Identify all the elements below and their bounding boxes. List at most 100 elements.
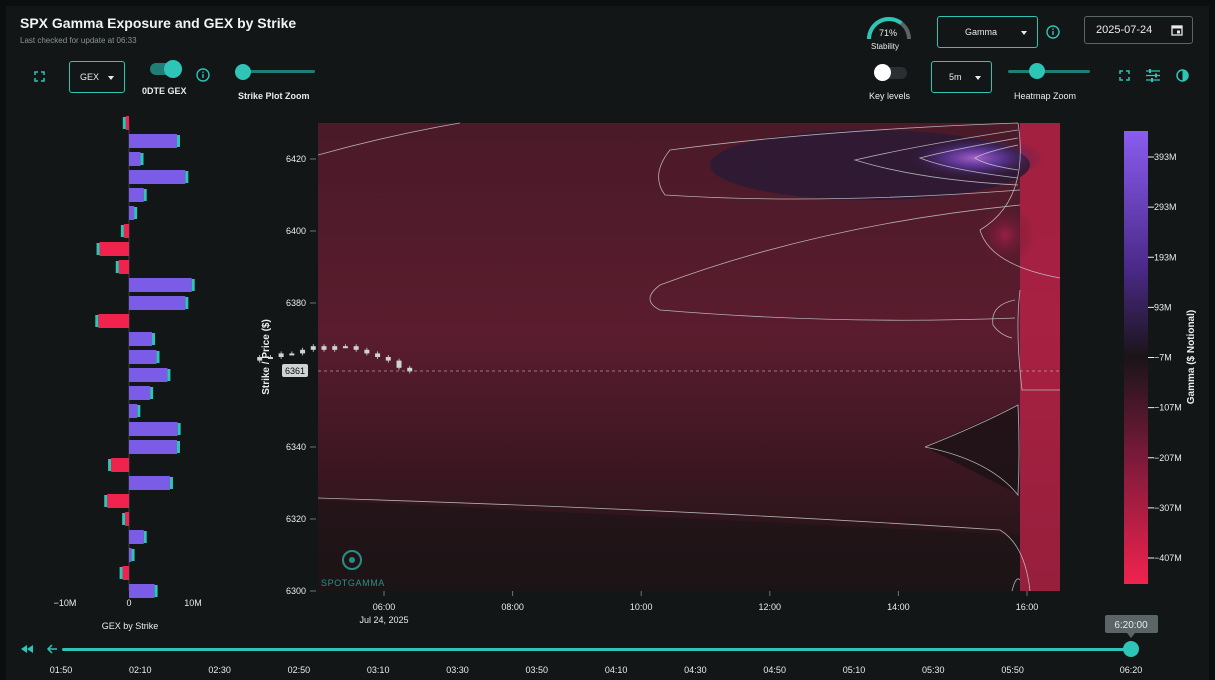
gex-bar-0dte-marker — [167, 369, 171, 381]
gex-bar — [129, 332, 153, 346]
y-tick-label: 6420 — [286, 154, 306, 164]
timeline-label: 04:30 — [684, 665, 707, 675]
y-tick-label: 6340 — [286, 442, 306, 452]
interval-select[interactable]: 5m — [931, 61, 992, 93]
contour-line — [853, 129, 1019, 186]
heatmap[interactable] — [318, 123, 1060, 591]
timeline-current-label: 6:20:00 — [1114, 620, 1148, 631]
gex-bar-0dte-marker — [185, 171, 189, 183]
heatmap-y-axis-title: Strike / Price ($) — [261, 319, 272, 395]
gex-bar — [129, 404, 138, 418]
strike-zoom-track[interactable] — [235, 70, 315, 73]
contour-line — [1017, 289, 1060, 391]
fullscreen-icon[interactable] — [1119, 70, 1130, 81]
candle — [353, 346, 359, 350]
gex-bar — [123, 224, 129, 238]
heatmap-x-ticks: 06:00 08:00 10:00 12:00 14:00 16:00 — [373, 591, 1039, 612]
calendar-icon[interactable] — [1171, 24, 1183, 36]
colorbar-tick-label: −207M — [1154, 453, 1182, 463]
gex-bars[interactable] — [95, 116, 195, 598]
sliders-icon[interactable] — [1146, 69, 1160, 82]
gex-bar — [129, 350, 157, 364]
heatmap-dark-wedge — [925, 405, 1020, 495]
watermark-text: SPOTGAMMA — [321, 578, 385, 588]
colorbar-ticks: 393M 293M 193M 93M −7M −107M −207M −307M −407M — [1148, 152, 1182, 563]
stability-value: 71% — [879, 28, 898, 38]
gex-bar-0dte-marker — [191, 279, 195, 291]
gex-bar-0dte-marker — [131, 549, 135, 561]
gex-bar — [129, 278, 192, 292]
y-tick-label: 6400 — [286, 226, 306, 236]
heatmap-zoom-slider[interactable] — [1029, 63, 1045, 79]
gex-bar-0dte-marker — [156, 351, 160, 363]
y-tick-label: 6300 — [286, 586, 306, 596]
candle — [267, 357, 273, 359]
gex-select[interactable]: GEX — [69, 61, 125, 93]
stability-gauge — [867, 17, 911, 40]
metric-select[interactable]: Gamma — [937, 16, 1038, 48]
heatmap-zoom-track[interactable] — [1008, 70, 1090, 73]
contour-line — [924, 404, 1020, 497]
contour-line — [992, 299, 1016, 339]
timeline-labels: 01:50 02:10 02:30 02:50 03:10 03:30 03:50 04:10… — [50, 665, 1143, 675]
contour-line — [979, 122, 1061, 279]
timeline-track[interactable] — [62, 648, 1132, 651]
candle — [375, 353, 381, 357]
timeline-label: 05:50 — [1001, 665, 1024, 675]
candle — [289, 353, 295, 356]
gex-bar-0dte-marker — [177, 441, 180, 453]
candle — [342, 346, 348, 349]
y-tick-label: 6380 — [286, 298, 306, 308]
candle — [407, 367, 413, 372]
date-picker[interactable]: 2025-07-24 — [1084, 16, 1193, 44]
strike-zoom-slider[interactable] — [235, 64, 251, 80]
gex-bar-0dte-marker — [177, 135, 180, 147]
contour-line — [317, 497, 1031, 592]
gex-bar — [129, 548, 132, 562]
candle — [310, 346, 316, 350]
spotgamma-logo-icon — [342, 550, 362, 570]
gex-bar — [129, 368, 168, 382]
y-tick-label: 6320 — [286, 514, 306, 524]
info-icon[interactable] — [1046, 25, 1060, 39]
gex-bar-0dte-marker — [152, 333, 156, 345]
contour-line — [658, 122, 1021, 200]
x-tick-label: 16:00 — [1016, 602, 1039, 612]
info-icon[interactable] — [196, 68, 210, 82]
timeline-label: 03:30 — [446, 665, 469, 675]
gex-x-ticks: −10M 0 10M — [54, 598, 202, 608]
interval-select-value: 5m — [949, 72, 962, 82]
contour-line — [1011, 578, 1021, 592]
arrow-left-icon[interactable] — [46, 644, 57, 654]
timeline-label: 03:10 — [367, 665, 390, 675]
gex-bar-0dte-marker — [122, 117, 126, 129]
contour-line — [317, 122, 461, 156]
gex-bar — [129, 530, 144, 544]
gex-bar-0dte-marker — [143, 531, 147, 543]
gex-bar — [99, 242, 129, 256]
heatmap-zoom-label: Heatmap Zoom — [1014, 91, 1077, 101]
rewind-icon[interactable] — [21, 645, 33, 653]
timeline-label: 02:30 — [208, 665, 231, 675]
colorbar-tick-label: −307M — [1154, 503, 1182, 513]
timeline-label: 06:20 — [1120, 665, 1143, 675]
candle — [321, 346, 327, 350]
price-candles[interactable] — [257, 344, 413, 374]
gex-bar-0dte-marker — [134, 207, 138, 219]
key-levels-label: Key levels — [869, 91, 911, 101]
gex-bar-0dte-marker — [169, 477, 173, 489]
gex-bar — [129, 170, 186, 184]
gex-x-axis-title: GEX by Strike — [102, 621, 159, 631]
gex-bar-0dte-marker — [95, 315, 99, 327]
stability-label: Stability — [871, 42, 900, 51]
gex-bar — [129, 476, 170, 490]
gex-bar — [129, 134, 177, 148]
date-value: 2025-07-24 — [1096, 24, 1153, 36]
fullscreen-icon[interactable] — [34, 71, 45, 82]
timeline-label: 04:10 — [605, 665, 628, 675]
candle — [385, 357, 391, 361]
timeline-slider-knob[interactable] — [1123, 641, 1139, 657]
gex-bar-0dte-marker — [120, 225, 124, 237]
contrast-icon[interactable] — [1176, 69, 1189, 82]
